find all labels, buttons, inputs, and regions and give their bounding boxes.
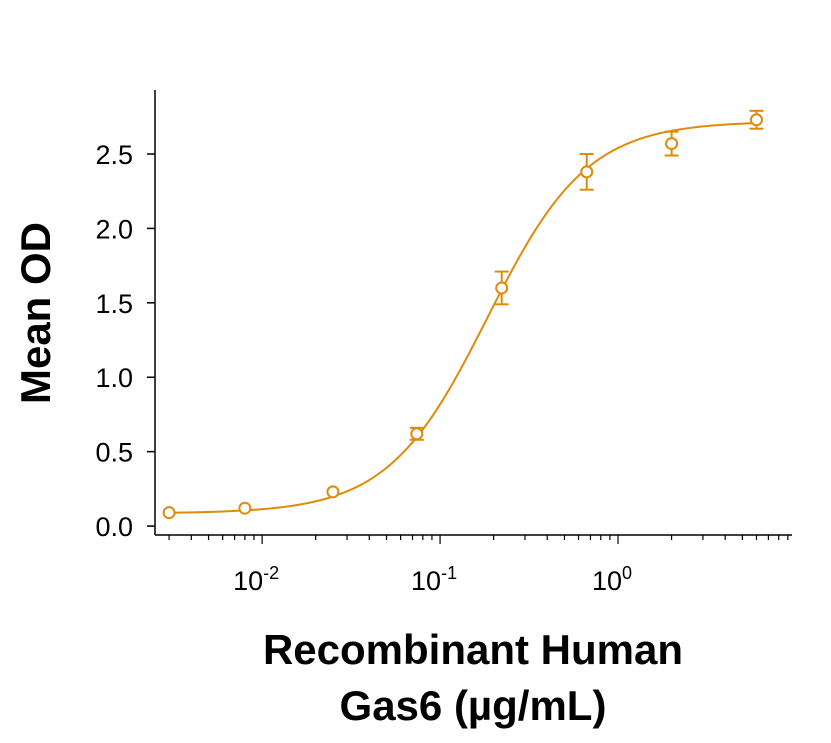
x-tick-label-base: 10 bbox=[233, 566, 263, 596]
data-point-marker bbox=[749, 113, 763, 127]
data-point bbox=[579, 152, 594, 191]
x-tick-label-base: 10 bbox=[411, 566, 441, 596]
data-point bbox=[162, 506, 176, 520]
data-point bbox=[326, 485, 340, 499]
x-tick-label-exponent: -2 bbox=[263, 563, 279, 583]
data-point bbox=[494, 270, 509, 306]
data-point-marker bbox=[580, 165, 594, 179]
x-axis-title-line-1: Recombinant Human bbox=[263, 626, 683, 673]
y-tick-label: 0.5 bbox=[95, 438, 133, 468]
y-tick-label: 2.0 bbox=[95, 214, 133, 244]
x-tick-label: 100 bbox=[592, 563, 632, 596]
data-point bbox=[409, 426, 424, 441]
data-point bbox=[664, 130, 679, 157]
x-tick-label-exponent: 0 bbox=[622, 563, 632, 583]
y-tick-label: 2.5 bbox=[95, 140, 133, 170]
y-tick-label: 1.0 bbox=[95, 363, 133, 393]
data-point-marker bbox=[665, 137, 679, 151]
fit-curve bbox=[169, 122, 757, 514]
data-point-marker bbox=[410, 427, 424, 441]
data-point bbox=[749, 109, 764, 130]
fit-curve-layer bbox=[169, 122, 757, 514]
y-tick-label: 0.0 bbox=[95, 512, 133, 542]
data-point bbox=[238, 501, 252, 515]
data-point-marker bbox=[238, 501, 252, 515]
axes bbox=[154, 90, 792, 536]
data-point-marker bbox=[495, 281, 509, 295]
y-tick-label: 1.5 bbox=[95, 289, 133, 319]
x-tick-label-base: 10 bbox=[592, 566, 622, 596]
x-axis-title-line-2: Gas6 (µg/mL) bbox=[340, 682, 607, 729]
data-point-marker bbox=[326, 485, 340, 499]
x-tick-label: 10-2 bbox=[233, 563, 279, 596]
x-tick-label-exponent: -1 bbox=[441, 563, 457, 583]
axis-titles: Mean OD Recombinant Human Gas6 (µg/mL) bbox=[12, 222, 683, 729]
data-points-layer bbox=[162, 109, 764, 520]
y-axis-title: Mean OD bbox=[12, 222, 59, 404]
data-point-marker bbox=[162, 506, 176, 520]
axis-ticks: 0.00.51.01.52.02.510-2 10-1 100 bbox=[95, 140, 789, 596]
x-tick-label: 10-1 bbox=[411, 563, 457, 596]
